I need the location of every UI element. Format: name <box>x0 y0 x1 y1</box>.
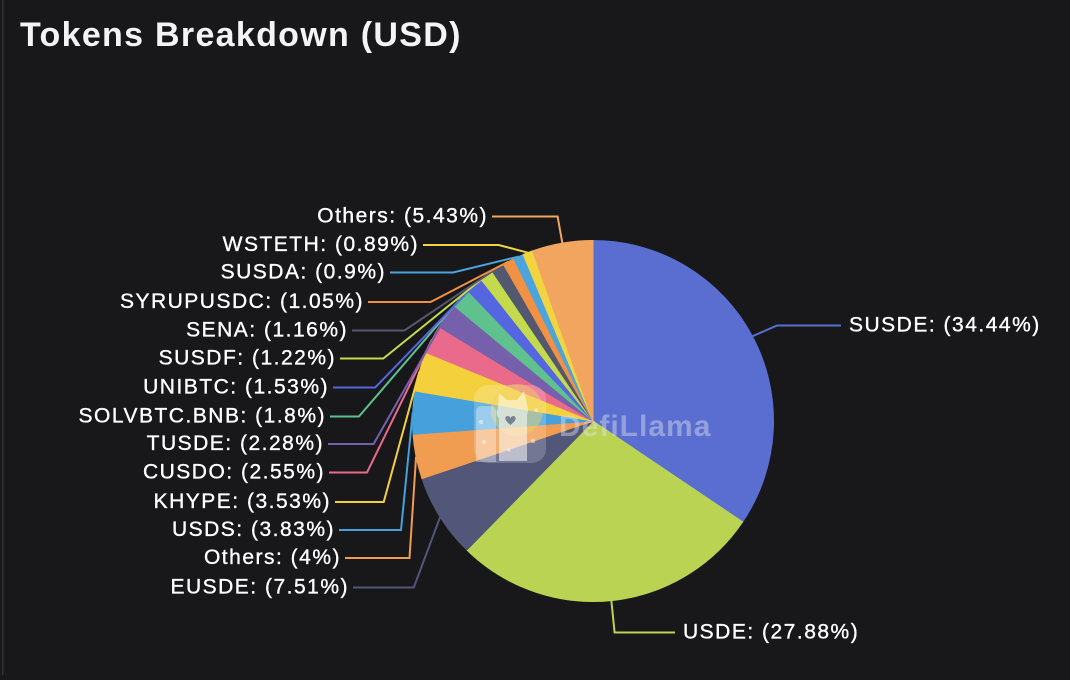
svg-text:SUSDF: (1.22%): SUSDF: (1.22%) <box>159 347 336 370</box>
svg-text:Others: (4%): Others: (4%) <box>204 546 341 569</box>
svg-text:SUSDA: (0.9%): SUSDA: (0.9%) <box>221 261 386 284</box>
svg-text:TUSDE: (2.28%): TUSDE: (2.28%) <box>147 432 324 455</box>
svg-text:SOLVBTC.BNB: (1.8%): SOLVBTC.BNB: (1.8%) <box>78 405 326 428</box>
svg-text:SENA: (1.16%): SENA: (1.16%) <box>186 319 348 342</box>
svg-text:USDE: (27.88%): USDE: (27.88%) <box>683 621 859 644</box>
svg-text:SUSDE: (34.44%): SUSDE: (34.44%) <box>849 314 1041 337</box>
svg-text:KHYPE: (3.53%): KHYPE: (3.53%) <box>154 490 331 513</box>
svg-text:SYRUPUSDC: (1.05%): SYRUPUSDC: (1.05%) <box>120 290 364 313</box>
svg-text:USDS: (3.83%): USDS: (3.83%) <box>172 518 335 541</box>
svg-text:Others: (5.43%): Others: (5.43%) <box>317 205 488 228</box>
svg-text:WSTETH: (0.89%): WSTETH: (0.89%) <box>223 233 419 256</box>
svg-text:DefiLlama: DefiLlama <box>559 410 711 443</box>
svg-text:CUSDO: (2.55%): CUSDO: (2.55%) <box>143 461 325 484</box>
svg-text:EUSDE: (7.51%): EUSDE: (7.51%) <box>170 576 349 599</box>
svg-text:UNIBTC: (1.53%): UNIBTC: (1.53%) <box>143 376 329 399</box>
svg-text:Tokens Breakdown (USD): Tokens Breakdown (USD) <box>20 16 462 54</box>
